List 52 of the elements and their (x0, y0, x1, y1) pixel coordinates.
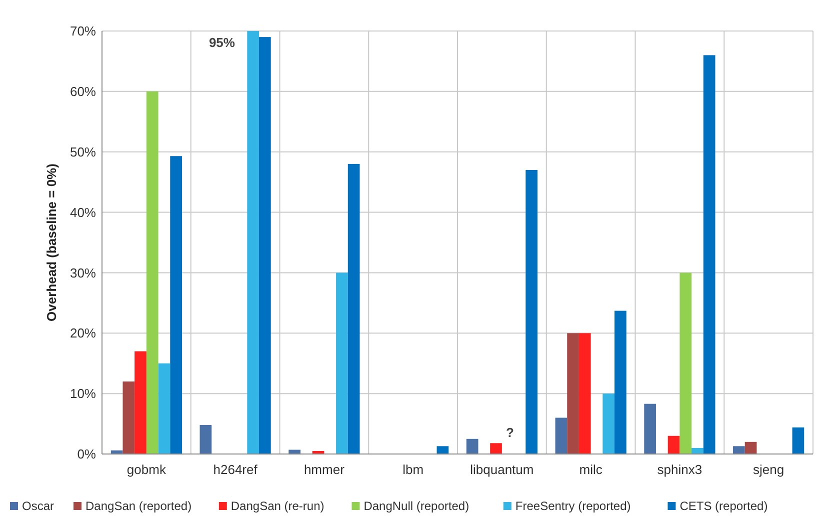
bar (200, 424, 212, 454)
x-tick-label: sjeng (753, 462, 784, 477)
bar (526, 170, 538, 454)
bar (744, 442, 757, 454)
x-tick-label: libquantum (470, 462, 534, 477)
x-tick-label: lbm (402, 462, 424, 477)
bar (146, 91, 158, 454)
x-tick-label: h264ref (213, 462, 258, 477)
bar (703, 55, 716, 454)
annotation: 95% (208, 35, 236, 50)
bar (436, 446, 449, 454)
y-tick-label: 40% (70, 204, 96, 220)
bar (490, 443, 502, 454)
legend-label: DangSan (re-run) (230, 499, 324, 513)
bar (578, 333, 591, 454)
bar (555, 418, 568, 454)
bar (680, 272, 692, 454)
annotation: ? (506, 425, 514, 440)
legend-label: FreeSentry (reported) (515, 499, 631, 513)
bar (170, 156, 182, 454)
legend-label: CETS (reported) (680, 499, 768, 513)
bar (614, 310, 626, 454)
legend-label: DangSan (reported) (86, 499, 192, 513)
bar (158, 363, 170, 454)
bar (466, 438, 478, 454)
y-tick-label: 60% (70, 84, 96, 99)
y-tick-label: 50% (70, 144, 96, 160)
y-axis-title: Overhead (baseline = 0%) (44, 164, 59, 322)
x-tick-label: hmmer (304, 462, 346, 477)
bar (259, 37, 271, 454)
bar (602, 394, 615, 454)
bar (134, 351, 146, 454)
bar (692, 448, 704, 454)
y-tick-label: 10% (70, 386, 96, 402)
x-tick-label: milc (579, 462, 603, 477)
bar (792, 427, 804, 454)
y-tick-label: 20% (70, 326, 96, 341)
y-tick-label: 0% (77, 446, 96, 462)
bar (733, 446, 745, 454)
legend-label: Oscar (22, 499, 54, 513)
bar (668, 436, 680, 454)
y-tick-label: 70% (70, 24, 96, 39)
x-tick-label: sphinx3 (657, 462, 702, 477)
bar (122, 381, 135, 454)
y-tick-label: 30% (70, 265, 96, 280)
legend-label: DangNull (reported) (364, 499, 470, 513)
bar (247, 31, 260, 454)
bar (336, 272, 348, 454)
bar (644, 404, 656, 454)
bar (348, 164, 360, 454)
x-tick-label: gobmk (126, 462, 166, 477)
bar (567, 333, 579, 454)
